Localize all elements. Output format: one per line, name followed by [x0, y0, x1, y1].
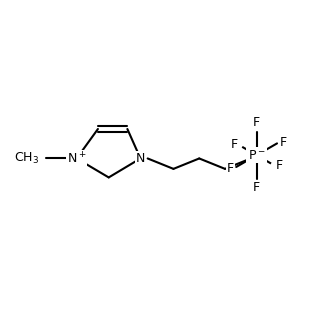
Text: F: F: [253, 181, 260, 194]
Text: N: N: [136, 152, 145, 165]
Text: F: F: [275, 159, 282, 173]
Text: CH$_3$: CH$_3$: [14, 151, 39, 166]
Text: N$^+$: N$^+$: [67, 151, 86, 166]
Text: F: F: [231, 138, 238, 151]
Text: F: F: [253, 116, 260, 129]
Text: F: F: [227, 162, 234, 175]
Text: P$^-$: P$^-$: [248, 149, 266, 162]
Text: F: F: [279, 136, 286, 148]
